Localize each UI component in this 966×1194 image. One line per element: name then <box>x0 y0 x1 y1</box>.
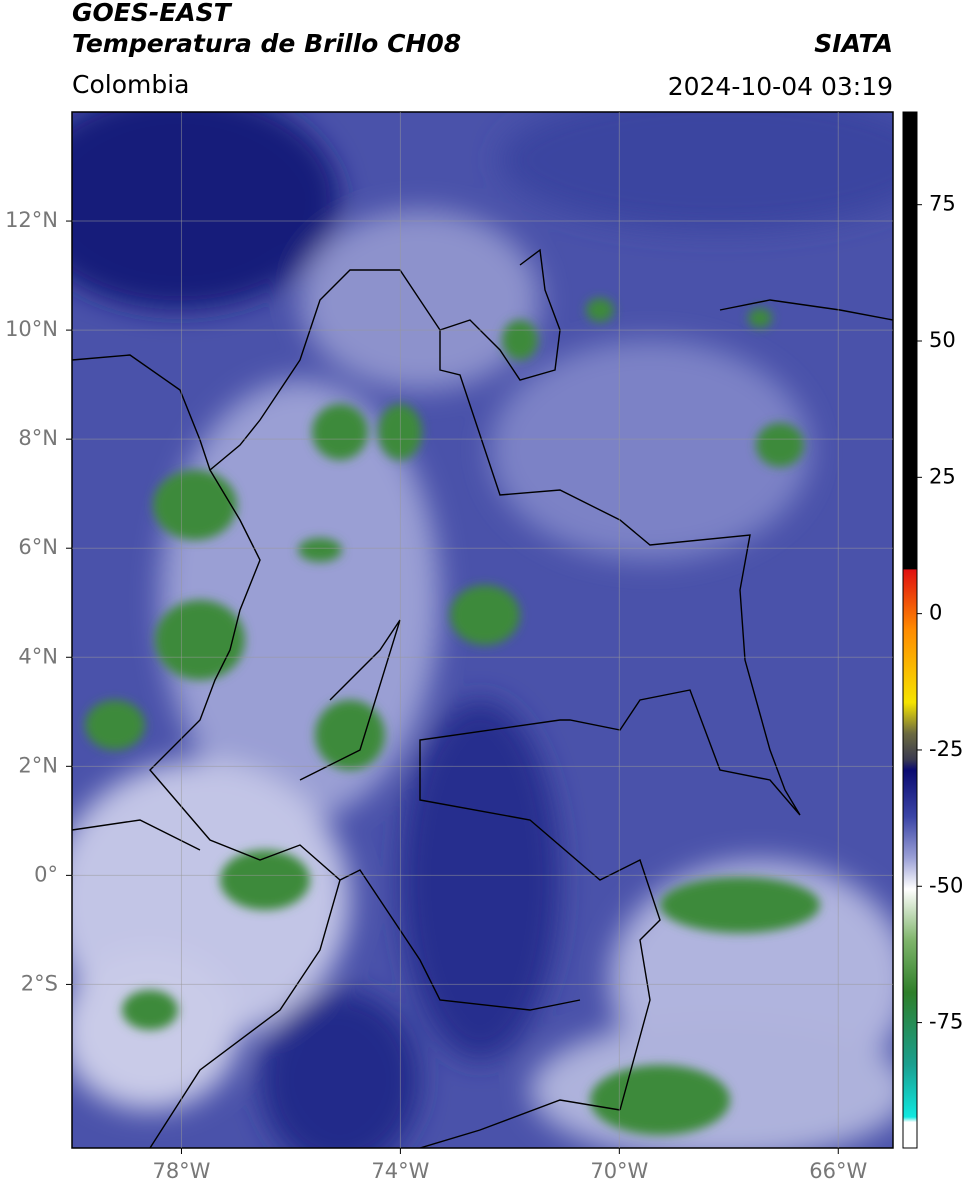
map-frame <box>71 111 894 1149</box>
lat-tick-label: 8°N <box>18 426 58 450</box>
region: Colombia <box>72 70 189 99</box>
lon-tick-label: 66°W <box>809 1159 867 1183</box>
colorbar-tick-label: -50 <box>929 873 963 897</box>
lon-tick-label: 70°W <box>590 1159 648 1183</box>
source: SIATA <box>814 29 893 58</box>
lat-tick-label: 6°N <box>18 535 58 559</box>
colorbar-tick-label: 25 <box>929 464 956 488</box>
datetime: 2024-10-04 03:19 <box>668 72 893 101</box>
colorbar <box>902 111 918 1149</box>
colorbar-tick-label: -75 <box>929 1010 963 1034</box>
borders <box>72 248 893 1148</box>
lat-tick-label: 2°N <box>18 753 58 777</box>
colorbar-tick-label: -25 <box>929 737 963 761</box>
colorbar-tick-label: 50 <box>929 328 956 352</box>
satellite-image <box>72 112 893 1148</box>
colorbar-tick-label: 75 <box>929 192 956 216</box>
subtitle: Temperatura de Brillo CH08 <box>72 29 461 58</box>
lat-tick-label: 4°N <box>18 644 58 668</box>
lat-tick-label: 0° <box>34 862 58 886</box>
title: GOES-EAST <box>72 0 233 27</box>
lon-tick-label: 78°W <box>152 1159 210 1183</box>
colorbar-tick-label: 0 <box>929 601 942 625</box>
lat-tick-label: 12°N <box>5 208 58 232</box>
lat-tick-label: 10°N <box>5 317 58 341</box>
lon-tick-label: 74°W <box>371 1159 429 1183</box>
lat-tick-label: 2°S <box>21 971 58 995</box>
